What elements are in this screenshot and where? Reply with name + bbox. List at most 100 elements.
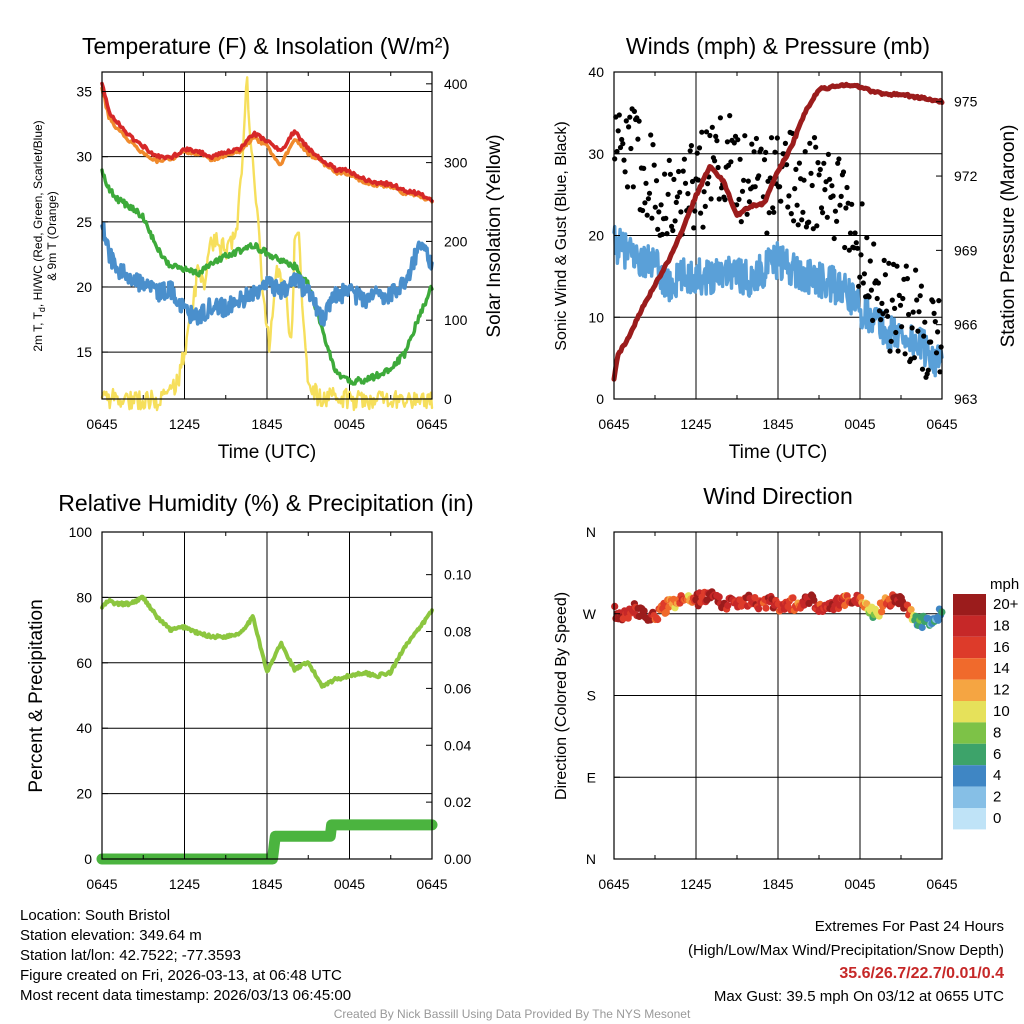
y2-tick-label: 0.08	[444, 624, 471, 640]
y2-tick-label: 0.02	[444, 794, 471, 810]
gust-point	[622, 169, 628, 175]
gust-point	[735, 137, 741, 143]
direction-point	[640, 607, 648, 615]
direction-point	[789, 594, 797, 602]
gust-point	[795, 222, 801, 228]
gust-point	[895, 348, 901, 354]
y-tick-label: 0	[84, 851, 92, 867]
gust-point	[813, 144, 819, 150]
gust-point	[727, 113, 733, 119]
direction-point	[715, 593, 723, 601]
gust-point	[644, 212, 650, 218]
gust-point	[724, 139, 731, 145]
gust-point	[925, 367, 931, 373]
gust-point	[698, 210, 704, 216]
y2-tick-label: 300	[444, 155, 468, 171]
temp-2m-line	[100, 81, 434, 203]
gust-point	[829, 183, 835, 189]
gust-point	[645, 196, 652, 202]
legend-label: 8	[993, 724, 1001, 741]
gust-point	[815, 160, 821, 166]
temperature-panel: Temperature (F) & Insolation (W/m²) 0645…	[31, 33, 505, 463]
gust-point	[659, 231, 665, 237]
gust-point	[789, 130, 796, 136]
gust-point	[938, 344, 944, 350]
gust-point	[714, 138, 720, 144]
gust-point	[712, 158, 718, 164]
gust-point	[628, 145, 634, 152]
gust-point	[756, 173, 762, 179]
temperature-ylabel: 2m T, Td, HI/WC (Red, Green, Scarlet/Blu…	[31, 120, 47, 351]
gust-point	[887, 348, 893, 354]
y-tick-label: 20	[76, 786, 92, 802]
created-text: Figure created on Fri, 2026-03-13, at 06…	[20, 967, 342, 984]
gust-point	[811, 135, 818, 141]
y2-tick-label: 975	[954, 94, 978, 110]
gust-point	[614, 148, 620, 155]
y-tick-label: 0	[596, 391, 604, 407]
gust-point	[771, 209, 777, 215]
extremes-subtitle: (High/Low/Max Wind/Precipitation/Snow De…	[688, 942, 1004, 959]
y-tick-label: 15	[76, 344, 92, 360]
gust-point	[871, 241, 877, 247]
gust-point	[662, 171, 668, 177]
humidity-panel: Relative Humidity (%) & Precipitation (i…	[26, 490, 474, 892]
gust-point	[695, 177, 701, 183]
gust-point	[784, 162, 790, 168]
humidity-line	[100, 594, 434, 689]
legend-swatch	[953, 765, 986, 787]
gust-point	[821, 160, 827, 166]
y-tick-label: 20	[588, 228, 604, 244]
direction-point	[762, 604, 770, 612]
gust-point	[915, 328, 921, 334]
gust-point	[640, 207, 646, 214]
gust-point	[763, 149, 769, 155]
gust-point	[631, 108, 638, 114]
gust-point	[619, 136, 625, 143]
gust-point	[666, 157, 672, 163]
y-tick-label: 80	[76, 589, 92, 605]
y-tick-label: 25	[76, 214, 92, 230]
x-tick-label: 1845	[762, 416, 793, 432]
speed-legend: mph 20+ 18 16 14 12 10 8 6 4 2 0	[953, 576, 1019, 830]
gust-point	[803, 224, 810, 230]
gust-point	[699, 129, 705, 135]
gust-point	[642, 200, 648, 206]
gust-point	[842, 244, 848, 251]
y-tick-label: 100	[69, 524, 93, 540]
gust-point	[673, 199, 679, 205]
gust-point	[893, 329, 899, 336]
gust-point	[867, 258, 873, 264]
gust-point	[700, 224, 706, 230]
gust-point	[911, 355, 918, 361]
gust-point	[691, 225, 697, 231]
gust-point	[701, 189, 707, 195]
gust-point	[858, 252, 864, 258]
gust-point	[897, 302, 904, 308]
gust-point	[782, 140, 789, 146]
gust-point	[860, 280, 866, 286]
direction-point	[934, 616, 942, 624]
gust-point	[849, 201, 855, 207]
gust-point	[623, 118, 629, 124]
gust-point	[646, 190, 653, 196]
gust-point	[620, 141, 626, 147]
direction-ylabel: Direction (Colored By Speed)	[553, 592, 570, 800]
y-tick-label: 30	[588, 146, 604, 162]
y-tick-label: 20	[76, 279, 92, 295]
gust-point	[892, 305, 898, 311]
gust-point	[843, 205, 849, 211]
gust-point	[825, 151, 832, 157]
gust-point	[864, 235, 870, 241]
legend-swatch	[953, 722, 986, 744]
y-tick-label: 35	[76, 84, 92, 100]
legend-swatch	[953, 786, 986, 808]
direction-point	[755, 605, 763, 613]
gust-point	[752, 184, 758, 190]
gust-point	[615, 128, 621, 134]
gust-point	[817, 166, 823, 173]
gust-point	[928, 339, 934, 345]
gust-point	[774, 135, 780, 141]
gust-point	[859, 201, 865, 207]
gust-point	[937, 369, 943, 375]
